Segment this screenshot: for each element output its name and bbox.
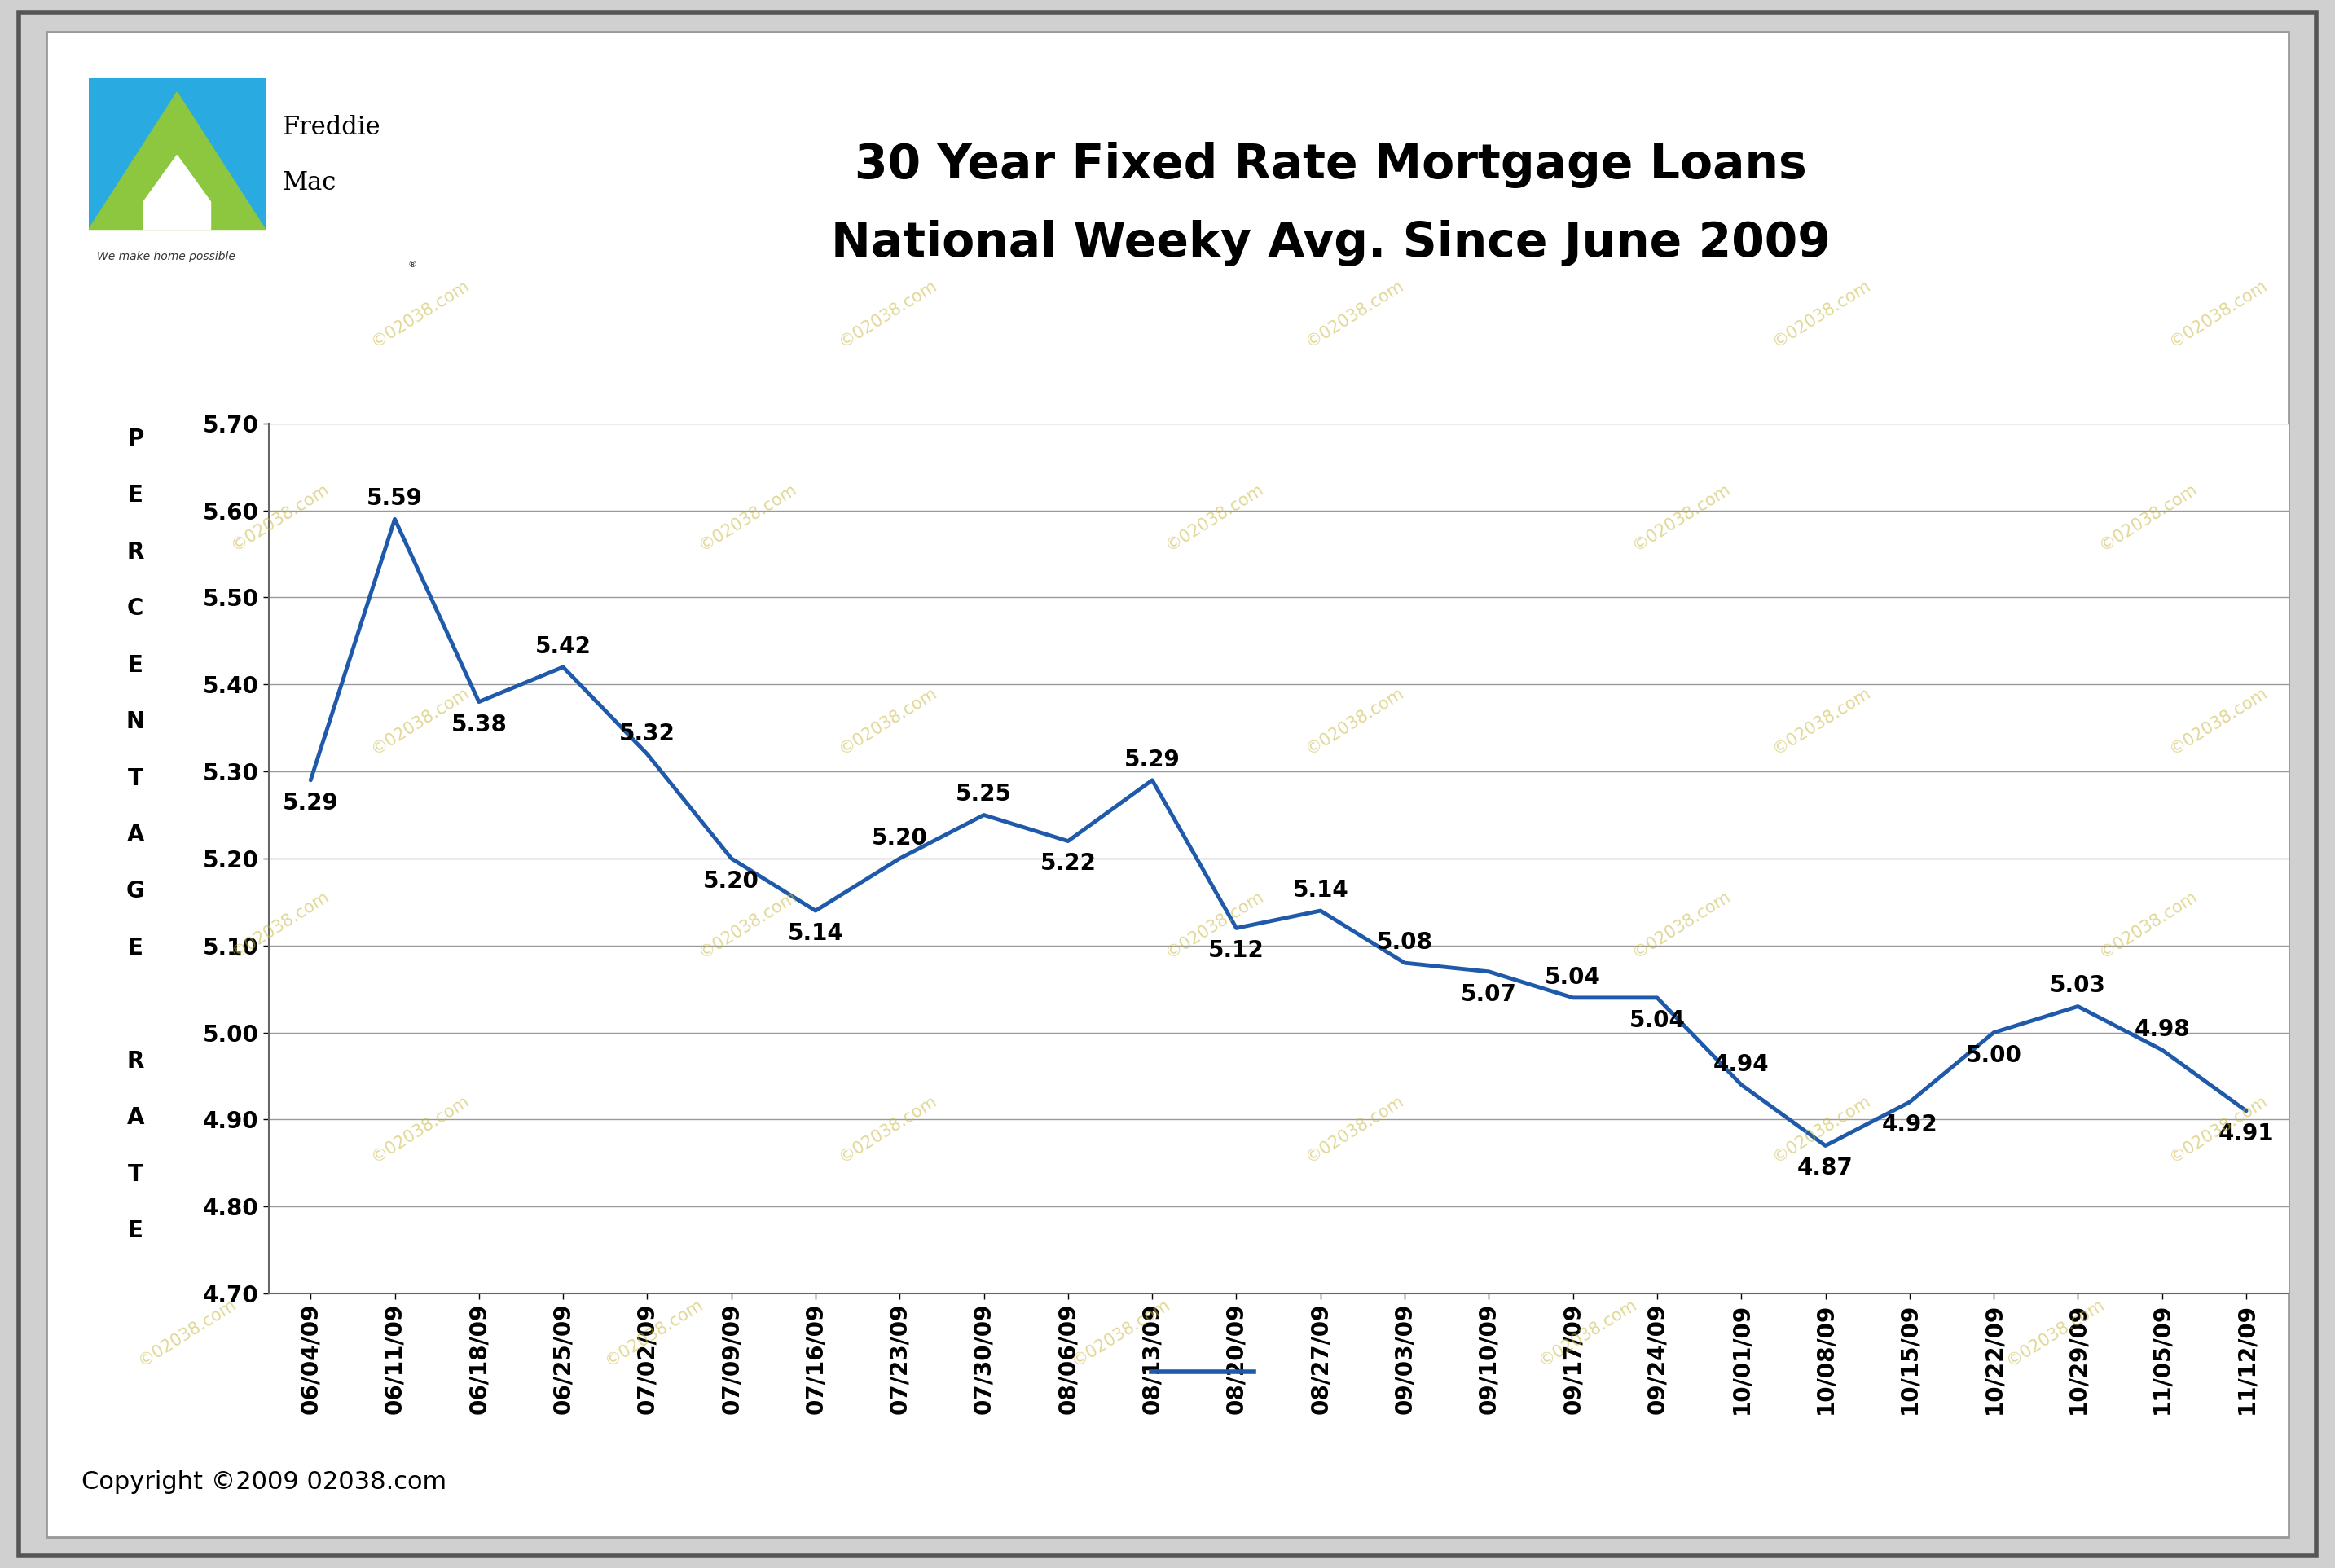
Text: 5.03: 5.03 xyxy=(2050,975,2106,997)
Text: 4.98: 4.98 xyxy=(2134,1018,2190,1041)
Text: ©02038.com: ©02038.com xyxy=(1163,481,1266,554)
Text: ©02038.com: ©02038.com xyxy=(1770,685,1873,757)
Polygon shape xyxy=(142,155,210,229)
Text: ©02038.com: ©02038.com xyxy=(2003,1297,2106,1369)
Text: ©02038.com: ©02038.com xyxy=(836,685,939,757)
Text: P: P xyxy=(126,428,145,450)
Text: 5.14: 5.14 xyxy=(787,922,843,946)
Text: ©02038.com: ©02038.com xyxy=(1770,278,1873,350)
Text: 4.87: 4.87 xyxy=(1798,1157,1854,1179)
Text: ©02038.com: ©02038.com xyxy=(369,1093,472,1165)
Text: ©02038.com: ©02038.com xyxy=(2167,278,2270,350)
Text: ©02038.com: ©02038.com xyxy=(1163,889,1266,961)
Text: ©02038.com: ©02038.com xyxy=(1069,1297,1172,1369)
Text: 5.29: 5.29 xyxy=(283,792,339,814)
Text: E: E xyxy=(128,485,142,506)
Text: ©02038.com: ©02038.com xyxy=(1303,1093,1406,1165)
Text: ©02038.com: ©02038.com xyxy=(1303,685,1406,757)
Text: ©02038.com: ©02038.com xyxy=(229,889,332,961)
Text: 4.92: 4.92 xyxy=(1882,1113,1938,1137)
Text: 5.00: 5.00 xyxy=(1966,1044,2022,1066)
Text: 5.08: 5.08 xyxy=(1378,931,1434,953)
Text: ©02038.com: ©02038.com xyxy=(696,481,799,554)
Text: ©02038.com: ©02038.com xyxy=(1630,889,1733,961)
Text: Copyright ©2009 02038.com: Copyright ©2009 02038.com xyxy=(82,1469,446,1494)
Text: E: E xyxy=(128,654,142,677)
Text: 5.29: 5.29 xyxy=(1123,748,1179,771)
Text: 5.20: 5.20 xyxy=(703,870,759,892)
Text: ©02038.com: ©02038.com xyxy=(135,1297,238,1369)
Polygon shape xyxy=(89,93,266,229)
Text: C: C xyxy=(126,597,145,619)
Text: ®: ® xyxy=(409,260,418,270)
Text: 5.14: 5.14 xyxy=(1294,878,1350,902)
Text: ©02038.com: ©02038.com xyxy=(2097,889,2200,961)
Text: 5.04: 5.04 xyxy=(1630,1010,1686,1032)
Text: 5.42: 5.42 xyxy=(535,635,591,659)
Text: T: T xyxy=(128,767,142,790)
Text: ©02038.com: ©02038.com xyxy=(1536,1297,1639,1369)
Text: R: R xyxy=(126,1051,145,1073)
Text: G: G xyxy=(126,880,145,903)
Text: 5.32: 5.32 xyxy=(619,723,675,745)
Text: ©02038.com: ©02038.com xyxy=(836,1093,939,1165)
Text: ©02038.com: ©02038.com xyxy=(1630,481,1733,554)
Text: Freddie: Freddie xyxy=(283,114,381,141)
Text: ©02038.com: ©02038.com xyxy=(696,889,799,961)
Text: ©02038.com: ©02038.com xyxy=(2097,481,2200,554)
Text: 5.25: 5.25 xyxy=(955,782,1011,806)
Text: ©02038.com: ©02038.com xyxy=(836,278,939,350)
Text: 5.38: 5.38 xyxy=(451,713,507,735)
Text: A: A xyxy=(126,1107,145,1129)
Text: N: N xyxy=(126,710,145,734)
Text: ©02038.com: ©02038.com xyxy=(2167,685,2270,757)
Text: ©02038.com: ©02038.com xyxy=(2167,1093,2270,1165)
Bar xyxy=(161,202,194,229)
Text: 5.04: 5.04 xyxy=(1546,966,1602,989)
Text: National Weeky Avg. Since June 2009: National Weeky Avg. Since June 2009 xyxy=(831,220,1831,267)
Text: 5.12: 5.12 xyxy=(1207,939,1263,963)
Text: 5.07: 5.07 xyxy=(1462,983,1518,1005)
Text: R: R xyxy=(126,541,145,563)
Text: E: E xyxy=(128,1220,142,1242)
Text: 5.22: 5.22 xyxy=(1039,853,1095,875)
Text: ©02038.com: ©02038.com xyxy=(369,685,472,757)
Text: Mac: Mac xyxy=(283,169,336,196)
Bar xyxy=(89,78,266,229)
Text: 4.91: 4.91 xyxy=(2218,1123,2274,1145)
Text: ©02038.com: ©02038.com xyxy=(1770,1093,1873,1165)
Text: 5.20: 5.20 xyxy=(871,826,927,850)
Text: ©02038.com: ©02038.com xyxy=(229,481,332,554)
Text: ©02038.com: ©02038.com xyxy=(369,278,472,350)
Text: T: T xyxy=(128,1163,142,1185)
Text: E: E xyxy=(128,936,142,960)
Text: ©02038.com: ©02038.com xyxy=(602,1297,705,1369)
Text: 4.94: 4.94 xyxy=(1714,1052,1770,1076)
Text: 5.59: 5.59 xyxy=(367,488,423,510)
Text: ©02038.com: ©02038.com xyxy=(1303,278,1406,350)
Text: 30 Year Fixed Rate Mortgage Loans: 30 Year Fixed Rate Mortgage Loans xyxy=(855,141,1807,188)
Text: A: A xyxy=(126,823,145,847)
Text: We make home possible: We make home possible xyxy=(98,251,236,262)
